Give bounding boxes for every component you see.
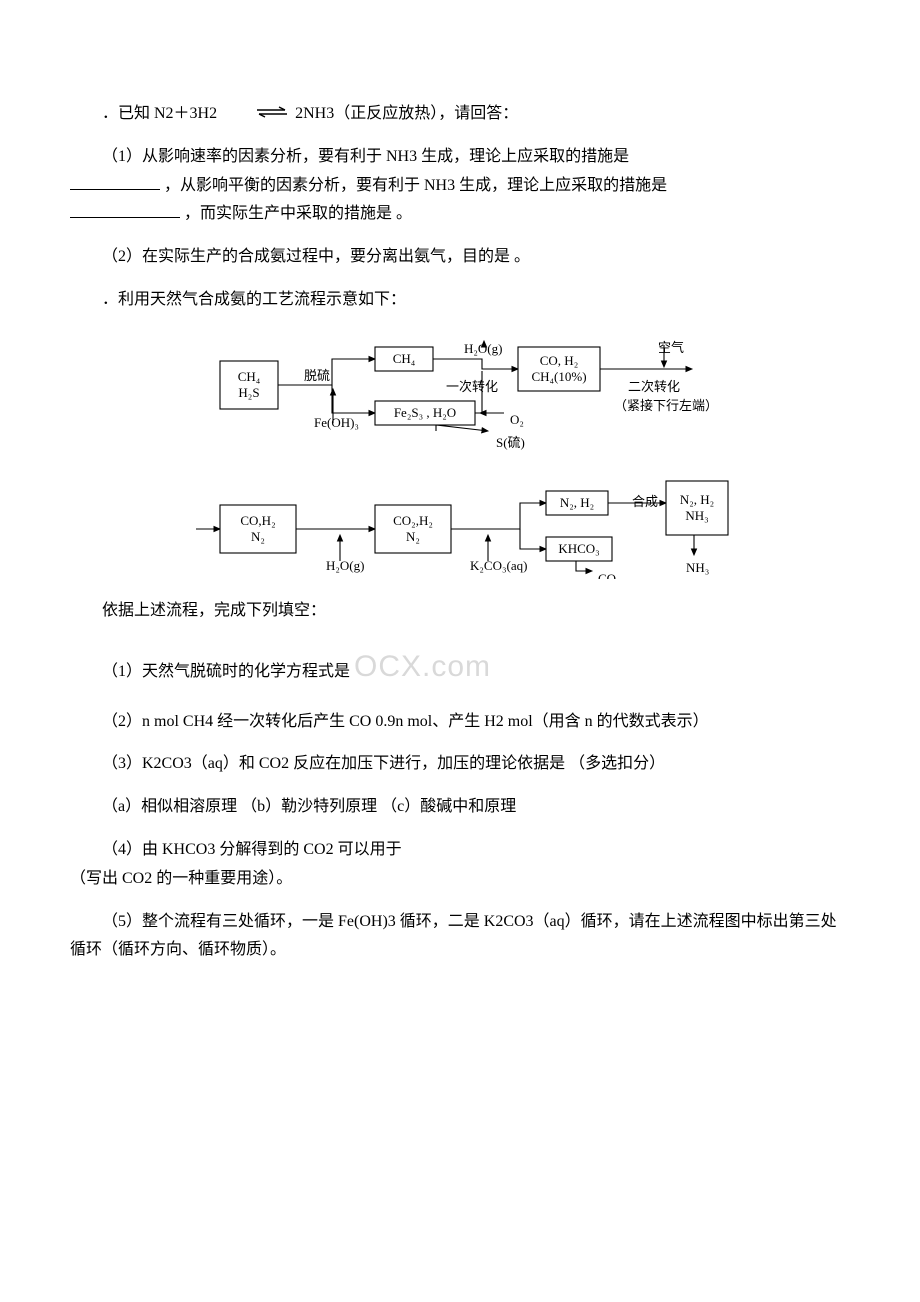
q2-s4: （4）由 KHCO3 分解得到的 CO2 可以用于 （写出 CO2 的一种重要用… <box>70 836 850 894</box>
svg-text:H₂O(g): H₂O(g) <box>464 341 502 356</box>
watermark-text: OCX.com <box>354 650 491 683</box>
q2-s3: （3）K2CO3（aq）和 CO2 反应在加压下进行，加压的理论依据是 （多选扣… <box>70 750 850 779</box>
svg-text:脱硫: 脱硫 <box>304 368 330 383</box>
svg-text:H₂O(g): H₂O(g) <box>326 558 364 573</box>
svg-text:O₂: O₂ <box>510 412 524 427</box>
q2-s5: （5）整个流程有三处循环，一是 Fe(OH)3 循环，二是 K2CO3（aq）循… <box>70 908 850 966</box>
svg-text:Fe₂S₃ , H₂O: Fe₂S₃ , H₂O <box>394 405 456 420</box>
q1-p1-b: ，从影响平衡的因素分析，要有利于 NH3 生成，理论上应采取的措施是 <box>164 177 667 194</box>
svg-text:N₂: N₂ <box>251 529 265 544</box>
blank-input[interactable] <box>70 201 180 219</box>
q1-p1-c: ，而实际生产中采取的措施是 。 <box>184 205 412 222</box>
q1-intro-after: 2NH3（正反应放热），请回答： <box>295 105 518 122</box>
svg-text:空气: 空气 <box>658 340 684 355</box>
q2-s3-opts: （a）相似相溶原理 （b）勒沙特列原理 （c）酸碱中和原理 <box>70 793 850 822</box>
svg-text:S(硫): S(硫) <box>496 435 525 450</box>
svg-text:Fe(OH)₃: Fe(OH)₃ <box>314 415 359 430</box>
q2-s2: （2）n mol CH4 经一次转化后产生 CO 0.9n mol、产生 H2 … <box>70 708 850 737</box>
svg-text:（紧接下行左端）: （紧接下行左端） <box>614 398 718 413</box>
svg-text:CH₄: CH₄ <box>238 369 261 384</box>
question-1: ．已知 N2＋3H2 2NH3（正反应放热），请回答： （1）从影响速率的因素分… <box>70 100 850 272</box>
question-2: ．利用天然气合成氨的工艺流程示意如下： CH₄H₂SCH₄Fe₂S₃ , H₂O… <box>70 286 850 965</box>
svg-text:NH₃: NH₃ <box>686 560 709 575</box>
equilibrium-icon <box>223 100 289 129</box>
q2-s1: （1）天然气脱硫时的化学方程式是 OCX.com <box>70 640 850 694</box>
q2-intro: ．利用天然气合成氨的工艺流程示意如下： <box>70 286 850 315</box>
svg-text:CO₂,H₂: CO₂,H₂ <box>393 513 433 528</box>
svg-text:CH₄(10%): CH₄(10%) <box>531 369 586 384</box>
svg-text:N₂, H₂: N₂, H₂ <box>560 495 594 510</box>
svg-text:N₂, H₂: N₂, H₂ <box>680 492 714 507</box>
svg-text:N₂: N₂ <box>406 529 420 544</box>
svg-text:CH₄: CH₄ <box>393 351 416 366</box>
svg-text:CO, H₂: CO, H₂ <box>540 353 578 368</box>
q2-s4-a: （4）由 KHCO3 分解得到的 CO2 可以用于 <box>102 841 402 858</box>
svg-text:KHCO₃: KHCO₃ <box>558 541 599 556</box>
svg-text:NH₃: NH₃ <box>685 508 708 523</box>
q1-p1-a: （1）从影响速率的因素分析，要有利于 NH3 生成，理论上应采取的措施是 <box>102 148 629 165</box>
q1-intro: ．已知 N2＋3H2 2NH3（正反应放热），请回答： <box>70 100 850 129</box>
q1-part2: （2）在实际生产的合成氨过程中，要分离出氨气，目的是 。 <box>70 243 850 272</box>
q2-s1-before: （1）天然气脱硫时的化学方程式是 <box>102 663 350 680</box>
q2-s4-b: （写出 CO2 的一种重要用途）。 <box>70 865 292 894</box>
q1-intro-before: ．已知 N2＋3H2 <box>102 105 217 122</box>
q2-s2-text: （2）n mol CH4 经一次转化后产生 CO 0.9n mol、产生 H2 … <box>102 713 709 730</box>
svg-text:合成: 合成 <box>632 494 658 509</box>
svg-text:二次转化: 二次转化 <box>628 379 680 394</box>
q1-part1: （1）从影响速率的因素分析，要有利于 NH3 生成，理论上应采取的措施是 ，从影… <box>70 143 850 229</box>
svg-text:CO,H₂: CO,H₂ <box>240 513 275 528</box>
svg-text:一次转化: 一次转化 <box>446 379 498 394</box>
svg-text:K₂CO₃(aq): K₂CO₃(aq) <box>470 558 527 573</box>
svg-text:H₂S: H₂S <box>238 385 259 400</box>
blank-input[interactable] <box>70 172 160 190</box>
svg-text:CO₂: CO₂ <box>598 571 621 579</box>
flow-diagram: CH₄H₂SCH₄Fe₂S₃ , H₂OCO, H₂CH₄(10%)CO,H₂N… <box>190 329 850 579</box>
q2-after-diagram: 依据上述流程，完成下列填空： <box>70 597 850 626</box>
